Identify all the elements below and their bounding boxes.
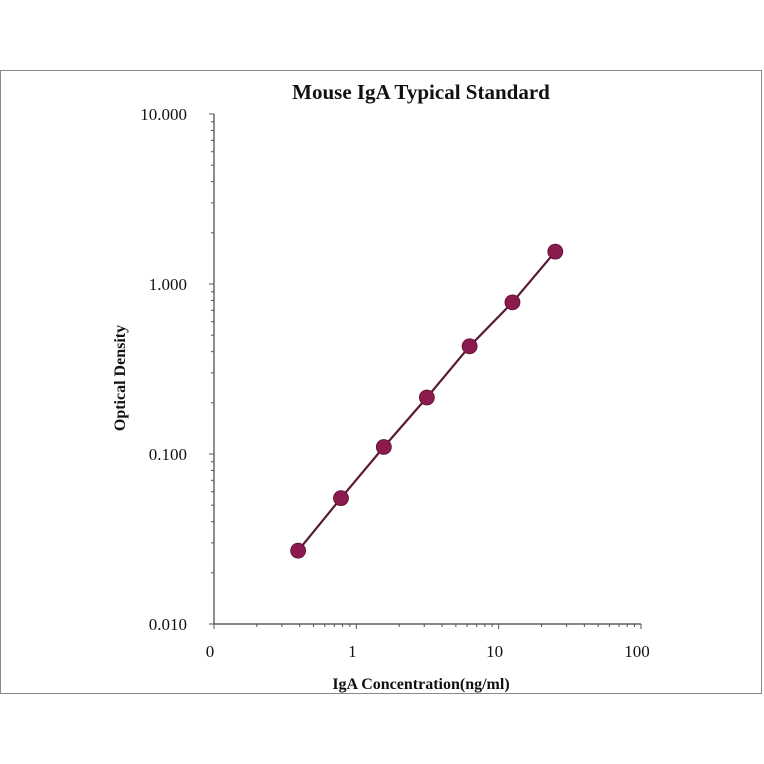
chart-ticks: 0.010 0.100 1.000 10.000 0 1 10 100: [140, 105, 650, 661]
data-point: [418, 389, 435, 406]
x-tick-label: 0: [206, 642, 215, 661]
data-point: [547, 243, 564, 260]
x-tick-label: 10: [486, 642, 503, 661]
x-tick-label: 100: [624, 642, 650, 661]
y-tick-label: 10.000: [140, 105, 187, 124]
y-tick-label: 0.010: [149, 615, 187, 634]
chart-series: [290, 243, 564, 559]
chart-title: Mouse IgA Typical Standard: [292, 80, 550, 104]
chart-axes: [213, 114, 641, 625]
y-axis-label: Optical Density: [112, 325, 129, 431]
data-point: [290, 542, 307, 559]
data-point: [375, 439, 392, 455]
data-point: [461, 338, 478, 355]
data-point: [504, 294, 521, 311]
data-point: [333, 490, 349, 507]
y-tick-label: 0.100: [149, 445, 187, 464]
y-tick-label: 1.000: [149, 275, 187, 294]
x-axis-label: IgA Concentration(ng/ml): [332, 676, 509, 693]
x-tick-label: 1: [348, 642, 357, 661]
chart-svg: Mouse IgA Typical Standard 0.010 0.100 1.0…: [112, 80, 650, 693]
chart-frame: Mouse IgA Typical Standard 0.010 0.100 1.0…: [0, 70, 762, 694]
